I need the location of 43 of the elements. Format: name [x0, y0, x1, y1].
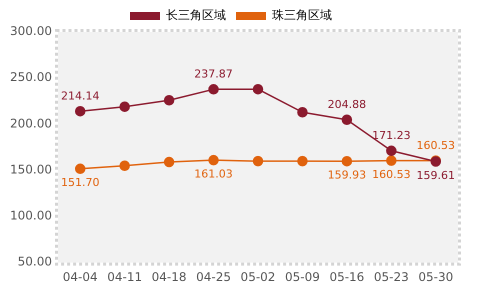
data-label: 159.93 — [328, 168, 366, 182]
point — [297, 107, 308, 118]
point — [252, 84, 264, 94]
x-tick-label: 04-04 — [62, 270, 98, 284]
legend-label: 长三角区域 — [166, 8, 226, 22]
point — [74, 164, 86, 174]
point — [208, 154, 219, 166]
data-label: 151.70 — [60, 176, 100, 190]
point — [119, 160, 130, 171]
y-tick-label: 300.00 — [10, 24, 52, 38]
x-tick-label: 05-09 — [285, 270, 320, 284]
data-label: 160.53 — [372, 168, 411, 182]
y-tick-label: 150.00 — [10, 162, 52, 176]
point — [386, 155, 397, 166]
data-label: 159.61 — [416, 168, 456, 182]
x-tick-label: 05-30 — [418, 270, 454, 284]
y-tick-label: 50.00 — [18, 254, 52, 269]
point — [252, 156, 264, 166]
x-tick-label: 05-02 — [240, 270, 276, 284]
x-tick-label: 04-11 — [107, 270, 142, 284]
point — [164, 156, 174, 168]
data-label: 204.88 — [328, 98, 366, 112]
x-tick-label: 04-18 — [152, 270, 187, 284]
y-tick-label: 100.00 — [10, 208, 52, 223]
y-tick-label: 200.00 — [10, 116, 52, 130]
point — [208, 84, 219, 95]
point — [164, 95, 174, 106]
point — [386, 146, 397, 156]
data-label: 160.53 — [416, 139, 456, 152]
data-label: 237.87 — [194, 68, 233, 81]
x-tick-label: 04-25 — [196, 270, 231, 284]
x-tick-label: 05-23 — [374, 270, 409, 284]
point — [342, 156, 352, 166]
legend-label: 珠三角区域 — [272, 8, 332, 22]
data-label: 171.23 — [372, 129, 411, 142]
y-tick-label: 250.00 — [10, 70, 52, 84]
data-label: 161.03 — [194, 168, 233, 181]
point — [342, 114, 352, 125]
data-label: 214.14 — [60, 90, 100, 103]
point — [74, 106, 86, 116]
x-tick-label: 05-16 — [329, 270, 364, 284]
point — [297, 156, 308, 166]
point — [119, 101, 130, 112]
